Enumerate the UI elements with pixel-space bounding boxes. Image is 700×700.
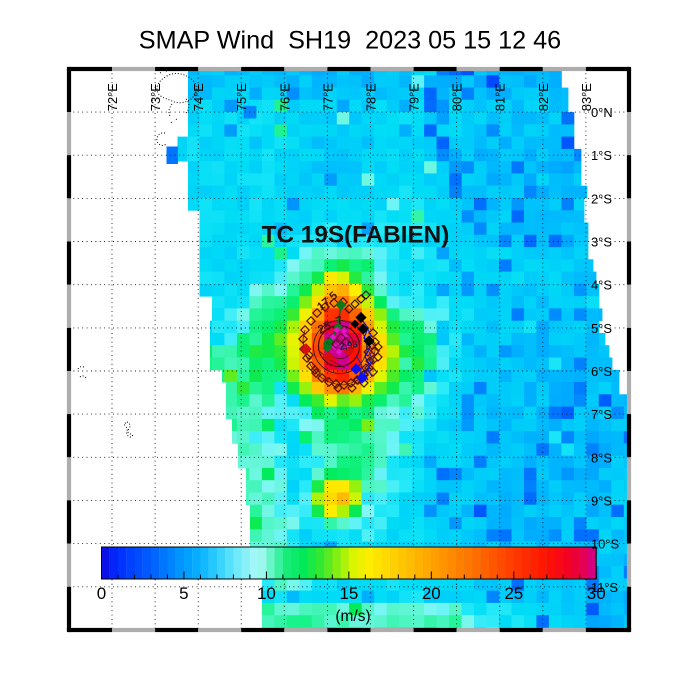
svg-text:78°E: 78°E [364, 83, 379, 111]
svg-text:5: 5 [179, 584, 188, 603]
svg-text:9°S: 9°S [591, 493, 612, 508]
svg-text:1°S: 1°S [591, 148, 612, 163]
svg-text:82°E: 82°E [536, 83, 551, 111]
svg-text:TC 19S(FABIEN): TC 19S(FABIEN) [262, 222, 450, 249]
svg-text:81°E: 81°E [493, 83, 508, 111]
svg-text:SMAP Wind SH19 2023 05 15 12: SMAP Wind SH19 2023 05 15 12 46 [139, 27, 561, 55]
svg-text:74°E: 74°E [191, 83, 206, 111]
svg-text:80°E: 80°E [450, 83, 465, 111]
svg-text:79°E: 79°E [407, 83, 422, 111]
svg-text:7°S: 7°S [591, 407, 612, 422]
svg-text:76°E: 76°E [277, 83, 292, 111]
svg-text:20: 20 [422, 584, 441, 603]
svg-text:3°S: 3°S [591, 235, 612, 250]
svg-text:4°S: 4°S [591, 278, 612, 293]
svg-text:30: 30 [587, 584, 606, 603]
svg-text:73°E: 73°E [148, 83, 163, 111]
svg-text:0°N: 0°N [591, 105, 613, 120]
svg-text:11°S: 11°S [591, 580, 618, 595]
svg-text:25: 25 [504, 584, 523, 603]
svg-text:83°E: 83°E [579, 83, 594, 111]
svg-text:0: 0 [97, 584, 106, 603]
svg-text:10°S: 10°S [591, 537, 619, 552]
svg-text:2°S: 2°S [591, 191, 612, 206]
svg-text:10: 10 [257, 584, 276, 603]
svg-text:8°S: 8°S [591, 450, 612, 465]
svg-text:72°E: 72°E [105, 83, 120, 111]
svg-text:15: 15 [339, 584, 358, 603]
svg-text:6°S: 6°S [591, 364, 612, 379]
svg-text:77°E: 77°E [320, 83, 335, 111]
svg-text:5°S: 5°S [591, 321, 612, 336]
svg-text:2,93: 2,93 [339, 339, 359, 353]
svg-text:(m/s): (m/s) [335, 608, 370, 625]
svg-text:75°E: 75°E [234, 83, 249, 111]
